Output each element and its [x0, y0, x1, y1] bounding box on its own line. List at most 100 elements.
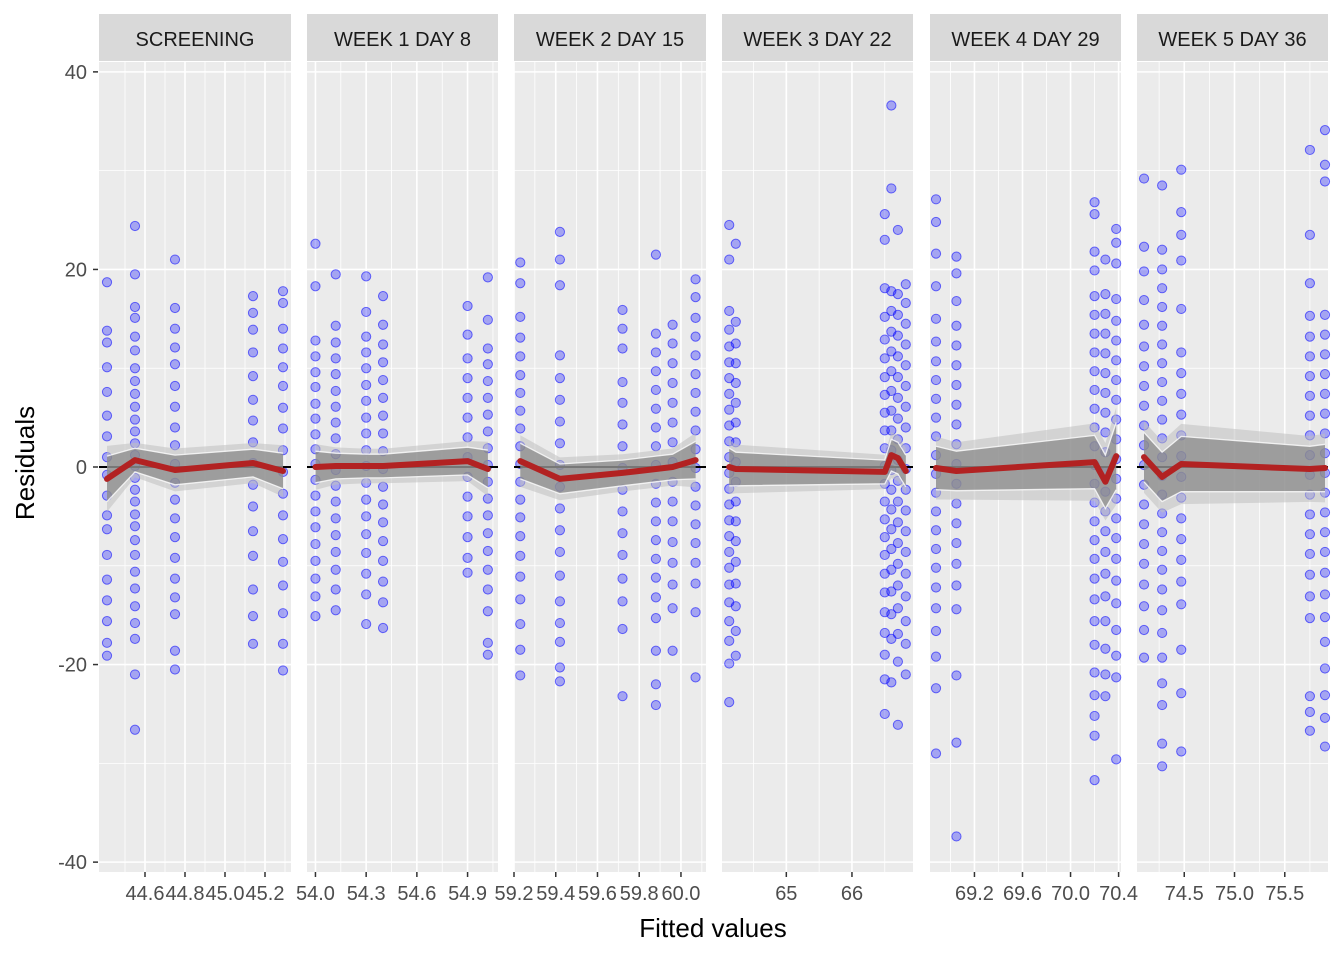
residual-point: [1100, 591, 1111, 602]
residual-point: [951, 518, 962, 529]
residual-point: [101, 595, 113, 606]
residual-point: [129, 388, 141, 400]
residual-point: [690, 500, 701, 511]
residual-point: [667, 377, 678, 389]
residual-point: [361, 529, 372, 540]
residual-point: [361, 547, 372, 559]
residual-point: [1319, 663, 1331, 674]
residual-point: [554, 546, 566, 558]
residual-point: [462, 353, 473, 364]
residual-point: [1176, 599, 1187, 610]
residual-point: [886, 366, 897, 377]
residual-point: [650, 328, 662, 339]
smooth-trend-line: [726, 452, 909, 475]
residual-point: [1304, 691, 1316, 702]
residual-point: [1319, 690, 1331, 701]
residual-point: [892, 372, 904, 383]
residual-point: [1111, 237, 1122, 248]
residual-point: [1157, 652, 1168, 663]
residual-point: [101, 510, 113, 521]
x-tick-label: 66: [841, 883, 863, 905]
residual-point: [892, 330, 904, 341]
residual-point: [1319, 159, 1331, 170]
residual-point: [1319, 567, 1331, 578]
residual-point: [129, 345, 141, 356]
residual-point: [690, 291, 701, 303]
residual-point: [377, 339, 389, 350]
residual-point: [247, 611, 259, 622]
residual-point: [310, 429, 321, 440]
residual-point: [650, 366, 662, 377]
residual-point: [650, 516, 662, 527]
residual-point: [1111, 754, 1122, 765]
residual-point: [667, 358, 678, 369]
residual-point: [101, 362, 113, 373]
residual-point: [1304, 310, 1316, 321]
residual-point: [730, 601, 741, 612]
residual-point: [879, 627, 890, 639]
residual-point: [310, 381, 321, 393]
residual-point: [617, 528, 628, 539]
residual-point: [1089, 309, 1100, 320]
residual-point: [951, 360, 962, 371]
residual-point: [1138, 558, 1150, 569]
residual-point: [515, 594, 526, 605]
residual-point: [101, 650, 113, 661]
residual-point: [310, 281, 321, 292]
residual-point: [930, 543, 942, 555]
x-tick-label: 59.8: [620, 883, 659, 905]
residual-point: [1157, 627, 1168, 639]
smooth-trend-line: [104, 457, 286, 482]
residual-point: [277, 556, 289, 567]
residual-point: [900, 615, 911, 627]
residual-point: [310, 398, 321, 409]
residual-point: [169, 645, 181, 656]
facet-strip: [722, 14, 913, 61]
residual-point: [900, 380, 911, 392]
residual-point: [129, 496, 141, 507]
residual-point: [730, 417, 741, 428]
residual-point: [690, 274, 701, 285]
residual-point: [900, 339, 911, 350]
residual-point: [900, 422, 911, 433]
residual-point: [617, 573, 628, 584]
residual-point: [462, 300, 473, 312]
inner-confidence-band: [729, 439, 906, 487]
residual-point: [129, 724, 141, 735]
residual-point: [1138, 319, 1150, 330]
residual-point: [879, 514, 890, 525]
residual-point: [951, 295, 962, 307]
residual-point: [1176, 388, 1187, 400]
residual-point: [724, 562, 735, 573]
residual-point: [1176, 255, 1187, 266]
residual-point: [169, 494, 181, 505]
residual-point: [330, 496, 341, 507]
x-tick-label: 54.3: [347, 883, 386, 905]
residual-point: [951, 670, 962, 681]
residual-point: [1176, 368, 1187, 379]
residual-point: [1100, 368, 1111, 379]
residual-point: [169, 552, 181, 563]
residual-point: [377, 597, 389, 608]
residual-point: [930, 412, 942, 423]
facet-strip: [514, 14, 706, 61]
residual-point: [462, 552, 473, 563]
residual-point: [377, 555, 389, 566]
x-tick-label: 59.2: [495, 883, 534, 905]
residual-point: [1176, 688, 1187, 699]
residual-point: [330, 564, 341, 575]
residual-point: [690, 387, 701, 399]
residual-point: [1157, 180, 1168, 191]
residual-point: [515, 618, 526, 630]
residual-point: [1304, 278, 1316, 289]
x-tick-label: 44.6: [126, 883, 165, 905]
residual-point: [1304, 410, 1316, 421]
residual-point: [377, 481, 389, 492]
residual-point: [886, 405, 897, 416]
residual-point: [310, 522, 321, 533]
residual-point: [892, 603, 904, 614]
residual-point: [617, 596, 628, 607]
residual-point: [482, 392, 493, 403]
band-lower-edge: [520, 478, 696, 495]
x-tick-label: 70.0: [1051, 883, 1090, 905]
